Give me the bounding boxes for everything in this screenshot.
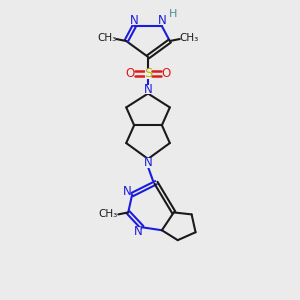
Text: S: S bbox=[144, 67, 152, 80]
Text: O: O bbox=[126, 67, 135, 80]
Text: N: N bbox=[144, 83, 152, 96]
Text: O: O bbox=[161, 67, 170, 80]
FancyBboxPatch shape bbox=[131, 16, 137, 25]
FancyBboxPatch shape bbox=[182, 34, 196, 42]
FancyBboxPatch shape bbox=[145, 85, 151, 94]
FancyBboxPatch shape bbox=[145, 68, 151, 79]
FancyBboxPatch shape bbox=[170, 10, 175, 19]
Text: CH₃: CH₃ bbox=[98, 33, 117, 43]
FancyBboxPatch shape bbox=[159, 16, 165, 25]
FancyBboxPatch shape bbox=[145, 158, 151, 167]
Text: CH₃: CH₃ bbox=[179, 33, 198, 43]
Text: H: H bbox=[169, 9, 177, 19]
FancyBboxPatch shape bbox=[124, 187, 130, 196]
FancyBboxPatch shape bbox=[163, 69, 169, 78]
Text: N: N bbox=[130, 14, 139, 27]
Text: N: N bbox=[134, 225, 142, 238]
Text: N: N bbox=[123, 185, 132, 198]
Text: N: N bbox=[158, 14, 166, 27]
FancyBboxPatch shape bbox=[135, 226, 141, 236]
FancyBboxPatch shape bbox=[100, 34, 115, 42]
FancyBboxPatch shape bbox=[101, 210, 116, 218]
Text: N: N bbox=[144, 156, 152, 170]
FancyBboxPatch shape bbox=[128, 69, 133, 78]
Text: CH₃: CH₃ bbox=[99, 209, 118, 219]
